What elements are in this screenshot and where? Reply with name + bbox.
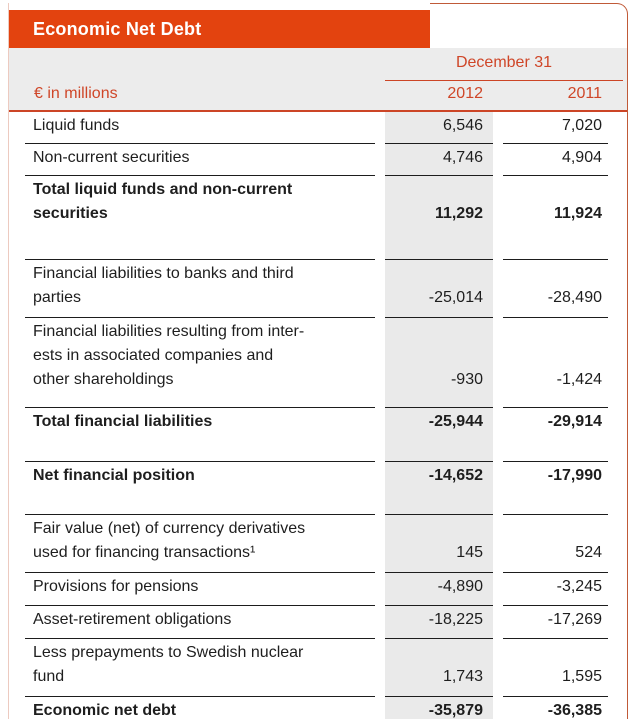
value-2011: -29,914 — [503, 408, 608, 462]
table-header: € in millions December 31 2012 2011 — [9, 48, 628, 112]
value-2011: -17,269 — [503, 606, 608, 639]
row-label: Asset-retirement obligations — [25, 606, 375, 639]
row-label: Less prepayments to Swedish nuclear fund — [25, 639, 375, 697]
value-2011: 7,020 — [503, 112, 608, 144]
economic-net-debt-table: Economic Net Debt € in millions December… — [8, 3, 628, 719]
table-row: Asset-retirement obligations -18,225 -17,2… — [9, 606, 628, 639]
value-2011: -28,490 — [503, 260, 608, 318]
row-label: Fair value (net) of currency derivatives… — [25, 515, 375, 573]
row-label: Total financial liabilities — [25, 408, 375, 462]
table-row: Less prepayments to Swedish nuclear fund… — [9, 639, 628, 697]
row-label: Economic net debt — [25, 697, 375, 719]
value-2012: 11,292 — [385, 176, 493, 260]
value-2012: -35,879 — [385, 697, 493, 719]
value-2012: 4,746 — [385, 144, 493, 176]
table-row: Financial liabilities resulting from int… — [9, 318, 628, 408]
table-row: Non-current securities 4,746 4,904 — [9, 144, 628, 176]
table-row: Provisions for pensions -4,890 -3,245 — [9, 573, 628, 606]
row-label: Financial liabilities resulting from int… — [25, 318, 375, 408]
row-label: Non-current securities — [25, 144, 375, 176]
row-label: Financial liabilities to banks and third… — [25, 260, 375, 318]
table-row: Total liquid funds and non-current secur… — [9, 176, 628, 260]
table-body: Liquid funds 6,546 7,020 Non-current securi… — [9, 112, 628, 719]
value-2011: -1,424 — [503, 318, 608, 408]
value-2011: -36,385 — [503, 697, 608, 719]
value-2012: -930 — [385, 318, 493, 408]
table-row: Net financial position -14,652 -17,990 — [9, 462, 628, 515]
column-header-2012: 2012 — [447, 85, 483, 102]
value-2012: 1,743 — [385, 639, 493, 697]
value-2012: 145 — [385, 515, 493, 573]
row-label: Net financial position — [25, 462, 375, 515]
title-banner: Economic Net Debt — [9, 10, 430, 48]
column-header-2011: 2011 — [567, 85, 602, 102]
value-2012: -25,014 — [385, 260, 493, 318]
value-2012: -14,652 — [385, 462, 493, 515]
table-row: Financial liabilities to banks and third… — [9, 260, 628, 318]
row-label: Liquid funds — [25, 112, 375, 144]
table-rows: Liquid funds 6,546 7,020 Non-current securi… — [9, 112, 628, 719]
column-stripe-2012 — [385, 112, 493, 719]
unit-label: € in millions — [34, 85, 118, 102]
table-row: Liquid funds 6,546 7,020 — [9, 112, 628, 144]
value-2011: 4,904 — [503, 144, 608, 176]
value-2012: -18,225 — [385, 606, 493, 639]
column-group-underline — [385, 80, 623, 81]
value-2012: -25,944 — [385, 408, 493, 462]
table-row: Total financial liabilities -25,944 -29,91… — [9, 408, 628, 462]
table-title-bar: Economic Net Debt — [9, 3, 628, 48]
value-2012: -4,890 — [385, 573, 493, 606]
table-right-border — [627, 47, 628, 719]
row-label: Total liquid funds and non-current secur… — [25, 176, 375, 260]
value-2011: 11,924 — [503, 176, 608, 260]
table-title: Economic Net Debt — [33, 18, 202, 39]
title-corner-tab — [430, 3, 628, 48]
table-row: Economic net debt -35,879 -36,385 — [9, 697, 628, 719]
value-2011: 1,595 — [503, 639, 608, 697]
value-2012: 6,546 — [385, 112, 493, 144]
table-row: Fair value (net) of currency derivatives… — [9, 515, 628, 573]
column-group-label: December 31 — [455, 54, 553, 71]
value-2011: 524 — [503, 515, 608, 573]
row-label: Provisions for pensions — [25, 573, 375, 606]
value-2011: -17,990 — [503, 462, 608, 515]
value-2011: -3,245 — [503, 573, 608, 606]
